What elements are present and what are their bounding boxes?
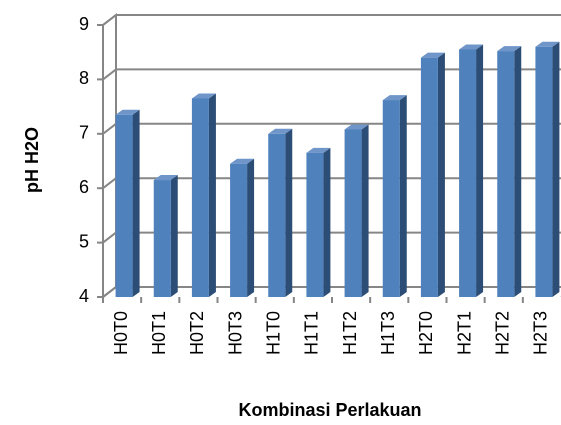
bar-front [268,133,286,297]
y-tick-label: 7 [79,123,89,143]
x-tick-label: H1T0 [264,311,284,355]
x-tick-label: H2T2 [493,311,513,355]
bar-side [399,95,407,298]
grid-line [102,286,117,298]
x-tick-label: H1T3 [378,311,398,355]
x-axis-label: Kombinasi Perlakuan [238,400,421,420]
bar [420,52,445,297]
bar-top [344,124,369,130]
x-tick-label: H2T3 [531,311,551,355]
bar-front [459,49,477,298]
bar-side [208,93,216,297]
bar-front [535,46,553,298]
bar [306,147,331,297]
x-tick-label: H1T2 [340,311,360,355]
bar-front [344,129,362,297]
side-wall [102,12,117,300]
bar-top [382,95,407,101]
bar-side [170,175,178,297]
y-axis-label: pH H2O [22,127,42,193]
y-tick-label: 6 [79,177,89,197]
bar [230,158,255,297]
bar-front [191,98,209,297]
bar-top [115,109,140,115]
bar-side [361,124,369,297]
bar-top [268,128,293,134]
grid-line [102,14,117,26]
bar-side [552,41,560,298]
bar-front [115,114,133,297]
bar-top [420,52,445,58]
bar [382,95,407,298]
bar [459,44,484,298]
bar-side [476,44,484,298]
grid-line [102,231,117,244]
bar [344,124,369,297]
bar-side [285,128,293,297]
bar-top [535,41,560,47]
bar-top [497,46,522,52]
bar-top [153,175,178,181]
bar-side [514,46,522,297]
bar-side [437,52,445,297]
y-tick-label: 9 [79,14,89,34]
bar [535,41,560,298]
bar-side [247,158,255,297]
bar [153,175,178,297]
bar-top [230,158,255,164]
y-tick-label: 5 [79,231,89,251]
bar [115,109,140,297]
x-tick-label: H0T2 [187,311,207,355]
bar-top [306,147,331,153]
bar-front [306,152,324,297]
bar-front [420,57,438,297]
bar-side [323,147,331,297]
y-tick-label: 8 [79,68,89,88]
x-tick-label: H0T0 [111,311,131,355]
x-tick-label: H0T1 [149,311,169,355]
x-tick-label: H2T1 [454,311,474,355]
bar-front [382,100,400,298]
x-tick-label: H2T0 [416,311,436,355]
bar-top [459,44,484,50]
bar-front [153,180,171,297]
bar-front [230,163,248,297]
x-tick-label: H0T3 [225,311,245,355]
bar-top [191,93,216,99]
bar-side [132,109,140,297]
bar [268,128,293,297]
grid-line [102,123,117,135]
y-tick-label: 4 [79,286,89,306]
grid-line [102,68,117,81]
x-tick-label: H1T1 [302,311,322,355]
bar-front [497,51,515,297]
bar [191,93,216,297]
bar [497,46,522,297]
grid-line [102,177,117,189]
